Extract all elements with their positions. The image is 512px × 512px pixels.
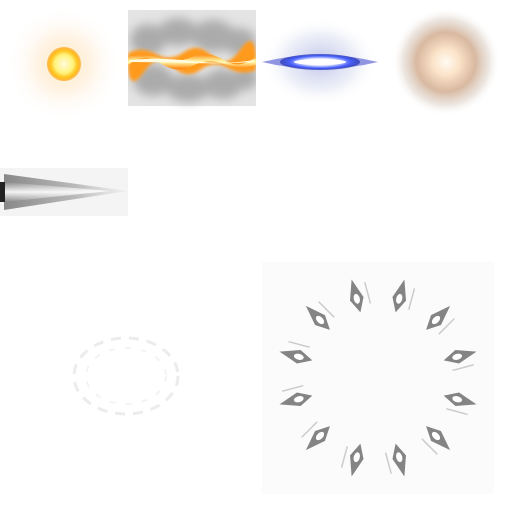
spiked-ring-sprite: [262, 262, 494, 494]
ring-blade: [421, 426, 451, 455]
ring-blade: [340, 443, 364, 477]
ring-blade: [443, 350, 477, 372]
faint-ring-sprite: [40, 320, 200, 430]
ring-blade: [443, 392, 477, 416]
ring-blade: [301, 421, 330, 451]
soft-orb-sprite: [384, 0, 512, 128]
ring-blade: [305, 301, 335, 330]
ring-blade: [279, 340, 313, 364]
glow-orb-sprite: [0, 0, 128, 128]
ring-blade: [392, 279, 416, 313]
ring-blade: [426, 305, 455, 335]
spike-trail-sprite: [0, 160, 132, 224]
ring-blade: [279, 384, 313, 406]
ring-blade: [384, 443, 406, 477]
fire-beam-sprite: [128, 0, 256, 128]
ring-blade: [350, 279, 372, 313]
blue-flash-sprite: [256, 0, 384, 128]
